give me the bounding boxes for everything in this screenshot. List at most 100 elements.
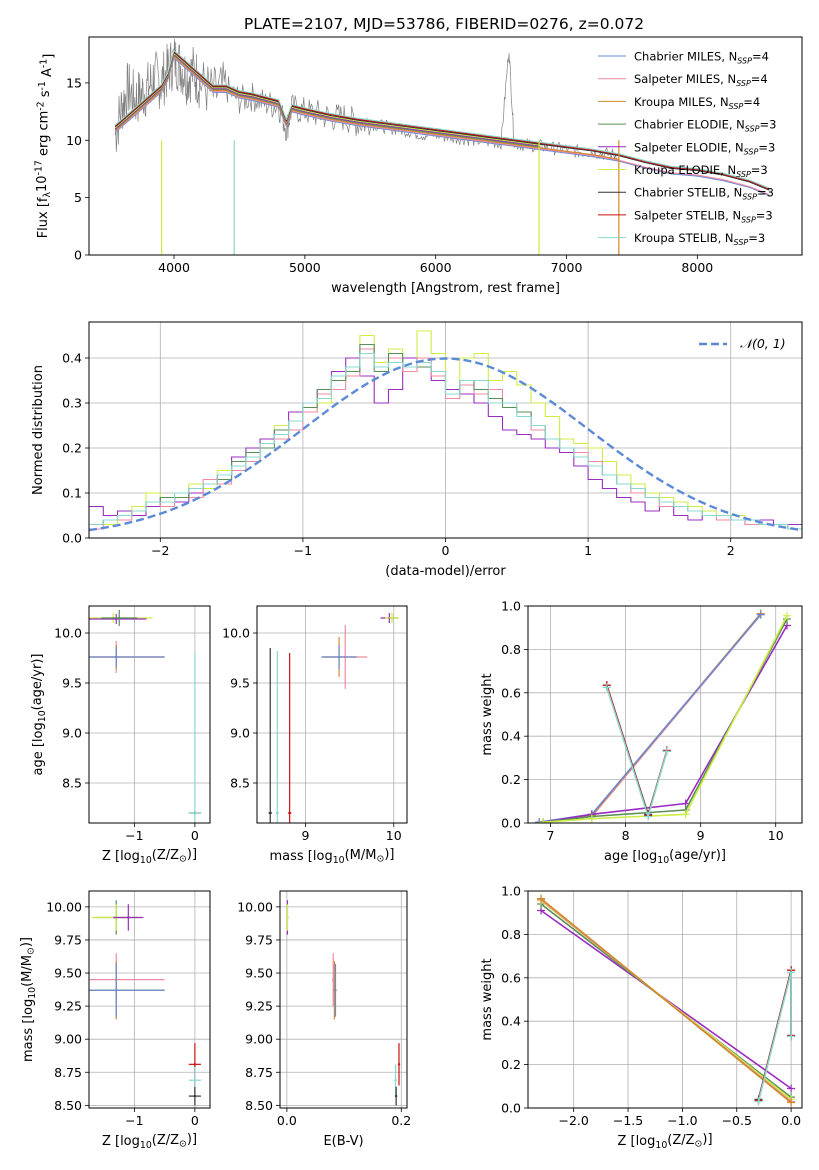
x-tick-label: 0 <box>442 543 450 558</box>
data-point <box>115 655 118 659</box>
y-tick-label: 9.50 <box>54 966 82 981</box>
data-point <box>286 916 289 919</box>
massweight-vs-age-axes: 7 8 9 10 0.0 0.2 0.4 0.6 0.8 1.0 age [log10​(age/y… <box>480 599 803 866</box>
weight-marker <box>754 1097 763 1106</box>
weight-marker <box>787 1032 796 1041</box>
y-tick-label: 8.5 <box>230 776 250 791</box>
y-tick-label: 0.1 <box>62 486 82 501</box>
mass-vs-EBV-plot-area <box>286 900 401 1106</box>
data-point <box>390 616 394 620</box>
weight-marker <box>602 683 611 692</box>
y-tick-label: 9.0 <box>230 726 250 741</box>
model-spectrum-salpeter_elodie <box>114 53 541 147</box>
spectrum-plot-area <box>114 38 770 255</box>
x-tick-label: 9 <box>302 828 310 843</box>
y-tick-label: 9.25 <box>245 999 273 1014</box>
y-tick-label: 9.75 <box>54 932 82 947</box>
data-point <box>394 1079 397 1082</box>
y-tick-label: 0.6 <box>501 685 521 700</box>
y-tick-label: 0.6 <box>501 970 521 985</box>
weight-marker <box>681 810 690 819</box>
x-axis-label: Z [log10​(Z/Z⊙​)] <box>617 1132 712 1151</box>
y-tick-label: 0.8 <box>501 642 521 657</box>
spectrum-axes: 4000 5000 6000 7000 8000 0 5 10 15 wavelength [An… <box>34 36 803 296</box>
data-point <box>115 989 118 992</box>
x-axis-label: Z [log10​(Z/Z⊙​)] <box>102 1132 197 1151</box>
weight-marker <box>787 1084 796 1093</box>
x-tick-label: 0.2 <box>391 1113 411 1128</box>
y-tick-label: 10.0 <box>54 626 82 641</box>
x-axis-label: wavelength [Angstrom, rest frame] <box>331 281 560 296</box>
x-tick-label: 7000 <box>551 260 583 275</box>
x-tick-label: 2 <box>727 543 735 558</box>
x-tick-label: 0.0 <box>781 1113 801 1128</box>
weight-marker <box>644 812 653 821</box>
x-tick-label: −1 <box>294 543 312 558</box>
legend-entry: Kroupa MILES, NSSP=4 <box>634 95 760 111</box>
data-point <box>394 1094 398 1098</box>
massweight-vs-age-grid <box>528 605 802 824</box>
x-tick-label: 0.0 <box>277 1113 297 1128</box>
y-tick-label: 9.50 <box>245 966 273 981</box>
age-vs-Z-frame <box>88 605 211 824</box>
legend-entry: Kroupa STELIB, NSSP=3 <box>634 231 765 247</box>
weight-line-salpeter_miles <box>539 614 762 823</box>
massweight-vs-Z-plot-area <box>537 894 796 1107</box>
age-vs-Z-plot-area <box>89 610 201 823</box>
x-tick-label: 8000 <box>681 260 713 275</box>
y-tick-label: 0.8 <box>501 927 521 942</box>
y-tick-label: 9.5 <box>62 676 82 691</box>
x-axis-label: mass [log10​(M/M⊙​)] <box>270 847 395 866</box>
mass-vs-Z-grid <box>89 891 210 1108</box>
age-vs-mass-axes: 9 10 8.5 9.0 9.5 10.0 mass [log10​(M/M⊙​)] <box>222 605 408 866</box>
weight-marker <box>782 611 791 620</box>
weight-marker <box>539 818 548 823</box>
residuals-frame <box>88 321 803 539</box>
weight-marker <box>787 1098 796 1107</box>
y-tick-label: 10.0 <box>222 626 250 641</box>
age-vs-Z-axes: −1 0 8.5 9.0 9.5 10.0 Z [log10​(Z/Z⊙​)] age [lo… <box>30 605 211 866</box>
spectrum-legend: Chabrier MILES, NSSP=4 Salpeter MILES, NS… <box>598 50 776 247</box>
y-tick-label: 0.3 <box>62 396 82 411</box>
y-tick-label: 0.0 <box>501 1101 521 1116</box>
mass-vs-Z-axes: −1 0 8.50 8.75 9.00 9.25 9.50 9.75 10.00 Z [log10… <box>19 890 211 1151</box>
x-tick-label: −1 <box>125 1113 143 1128</box>
y-tick-label: 0.2 <box>501 1057 521 1072</box>
y-axis-label: age [log10​(age/yr)] <box>30 654 48 776</box>
massweight-vs-Z-axes: −2.0 −1.5 −1.0 −0.5 0.0 0.0 0.2 0.4 0.6 0.8 1.0 Z [… <box>480 884 803 1151</box>
y-tick-label: 8.50 <box>54 1098 82 1113</box>
x-tick-label: −2 <box>151 543 169 558</box>
data-point <box>193 1094 197 1098</box>
mass-vs-Z-frame <box>88 890 211 1109</box>
residuals-plot-area <box>89 330 802 532</box>
massweight-vs-Z-frame <box>527 890 803 1109</box>
y-tick-label: 0.2 <box>501 772 521 787</box>
weight-line-kroupa_miles <box>540 897 792 1104</box>
model-spectrum-kroupa_stelib <box>114 49 770 189</box>
y-tick-label: 5 <box>74 190 82 205</box>
data-point <box>127 916 130 919</box>
x-tick-label: 10 <box>386 828 402 843</box>
mass-vs-Z-plot-area <box>89 900 201 1106</box>
y-tick-label: 8.5 <box>62 776 82 791</box>
legend-entry: Salpeter STELIB, NSSP=3 <box>634 208 773 224</box>
y-tick-label: 0.4 <box>501 1014 521 1029</box>
weight-marker <box>787 968 796 977</box>
data-point <box>337 655 341 659</box>
y-tick-label: 8.50 <box>245 1098 273 1113</box>
figure-title: PLATE=2107, MJD=53786, FIBERID=0276, z=0… <box>244 15 644 33</box>
massweight-vs-age-plot-area <box>535 609 791 823</box>
data-point <box>193 1063 197 1066</box>
y-tick-label: 0.2 <box>62 441 82 456</box>
y-tick-label: 1.0 <box>501 599 521 614</box>
data-point <box>118 616 121 620</box>
data-point <box>334 989 337 992</box>
mass-vs-EBV-grid <box>280 891 407 1108</box>
age-vs-Z-grid <box>89 606 210 823</box>
weight-line-chabrier_miles <box>539 614 762 823</box>
x-tick-label: 5000 <box>289 260 321 275</box>
weight-marker <box>662 747 671 756</box>
x-tick-label: 4000 <box>158 260 190 275</box>
x-tick-label: 10 <box>768 828 784 843</box>
y-axis-label: Flux [fλ​10-17​ erg cm-2​ s-1​ A-1​] <box>34 54 57 239</box>
